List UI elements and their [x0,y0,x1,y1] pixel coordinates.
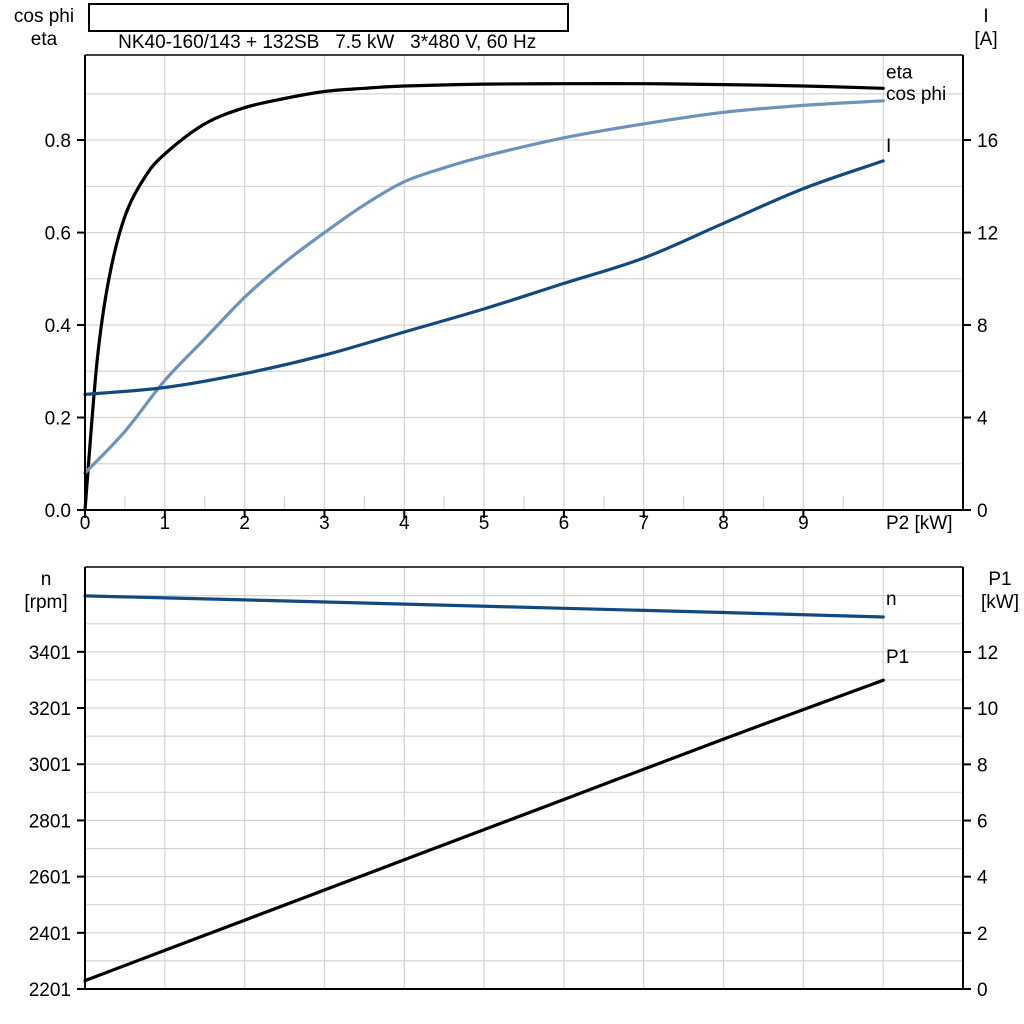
curve-label-eta: eta [886,62,913,83]
chart-title-box: NK40-160/143 + 132SB 7.5 kW 3*480 V, 60 … [88,3,569,53]
right-tick-label: 2 [977,924,988,945]
left-tick-label: 3201 [29,699,71,720]
right-axis-title: P1 [988,569,1011,590]
left-tick-label: 0.8 [45,131,71,152]
x-tick-label: 4 [399,513,410,534]
right-tick-label: 10 [977,699,998,720]
curve-cos-phi [83,99,885,475]
x-tick-label: 7 [638,513,649,534]
left-tick-label: 0.4 [45,316,72,337]
left-tick-label: 0.2 [45,409,71,430]
curve-eta [83,82,885,512]
curve-label-I: I [886,136,891,157]
x-tick-label: 3 [319,513,330,534]
curve-P1 [83,678,885,983]
right-tick-label: 16 [977,131,998,152]
right-axis-title: [kW] [981,592,1019,613]
curve-label-cos-phi: cos phi [886,84,946,105]
curve-label-n: n [886,589,897,610]
right-tick-label: 4 [977,409,988,430]
left-axis-title: [rpm] [24,592,67,613]
x-tick-label: 1 [160,513,171,534]
x-tick-label: 0 [80,513,91,534]
right-tick-label: 0 [977,980,988,1001]
right-tick-label: 8 [977,755,988,776]
left-axis-title: eta [31,29,58,50]
right-tick-label: 4 [977,868,988,889]
left-tick-label: 2401 [29,924,71,945]
left-axis-title: cos phi [14,6,74,27]
left-tick-label: 0.6 [45,224,71,245]
right-tick-label: 8 [977,316,988,337]
x-axis-unit-label: P2 [kW] [886,513,953,534]
right-axis-title: I [983,6,988,27]
right-axis-title: [A] [974,29,997,50]
left-tick-label: 0.0 [45,501,71,522]
x-tick-label: 6 [559,513,570,534]
x-tick-label: 8 [718,513,729,534]
right-tick-label: 0 [977,501,988,522]
left-tick-label: 3401 [29,643,71,664]
chart-title: NK40-160/143 + 132SB 7.5 kW 3*480 V, 60 … [118,32,537,53]
left-tick-label: 2601 [29,868,71,889]
left-axis-title: n [41,569,52,590]
curve-I [83,159,885,396]
curve-label-P1: P1 [886,647,909,668]
right-tick-label: 6 [977,812,988,833]
left-tick-label: 2201 [29,980,71,1001]
x-tick-label: 5 [479,513,490,534]
x-tick-label: 9 [798,513,809,534]
left-tick-label: 2801 [29,811,71,832]
right-tick-label: 12 [977,224,998,245]
curve-n [83,594,885,619]
left-tick-label: 3001 [29,755,71,776]
right-tick-label: 12 [977,643,998,664]
x-tick-label: 2 [239,513,250,534]
